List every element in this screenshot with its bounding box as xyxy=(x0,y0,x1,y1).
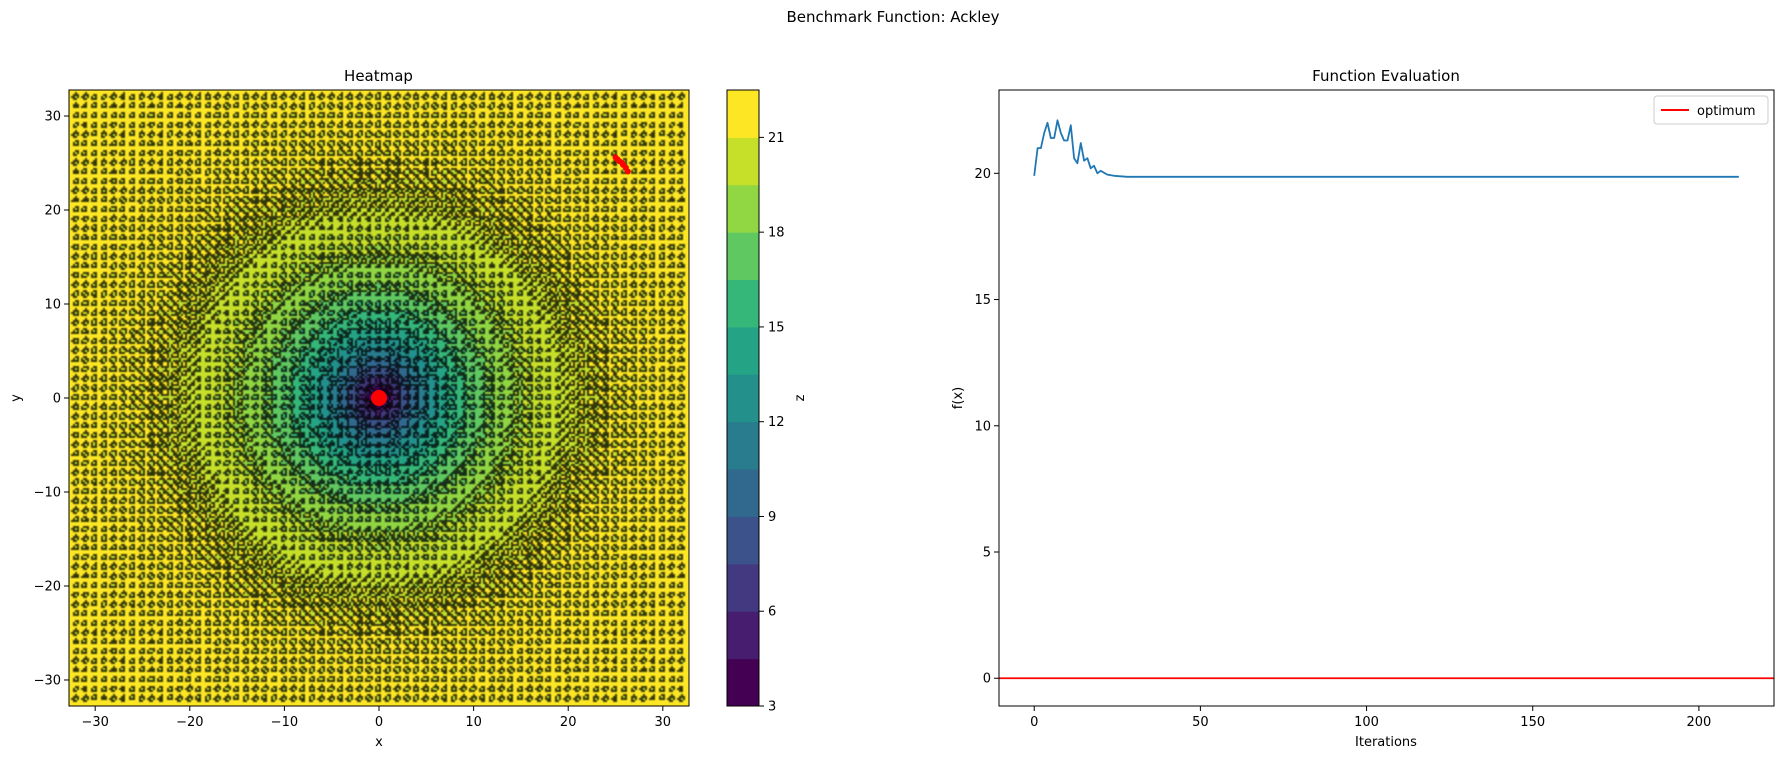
evaluation-xtick-label: 100 xyxy=(1354,715,1379,730)
colorbar-tick-label: 15 xyxy=(768,320,785,335)
colorbar-tick-label: 21 xyxy=(768,131,785,146)
heatmap-xtick-label: −10 xyxy=(271,715,298,730)
colorbar-band xyxy=(727,90,759,138)
heatmap-xtick-label: 0 xyxy=(375,715,383,730)
legend: optimum xyxy=(1653,95,1769,125)
legend-label-optimum: optimum xyxy=(1697,104,1755,119)
heatmap-title: Heatmap xyxy=(344,67,413,85)
evaluation-ytick-label: 20 xyxy=(974,167,991,182)
evaluation-ytick-label: 10 xyxy=(974,419,991,434)
evaluation-xtick-label: 0 xyxy=(1030,715,1038,730)
evaluation-panel: Function Evaluation 0 50 100 150 200 0 5 10 15 2… xyxy=(951,67,1775,750)
colorbar-band xyxy=(727,563,759,612)
evaluation-xlabel: Iterations xyxy=(1355,735,1417,750)
colorbar-band xyxy=(727,658,759,707)
search-path-point xyxy=(619,160,626,167)
evaluation-xtick-label: 150 xyxy=(1520,715,1545,730)
colorbar-band xyxy=(727,374,759,423)
heatmap-ytick-label: −30 xyxy=(34,673,61,688)
colorbar-tick-label: 6 xyxy=(768,605,776,620)
evaluation-ytick-label: 0 xyxy=(983,672,991,687)
heatmap-ylabel: y xyxy=(9,394,24,402)
heatmap-xtick-label: −20 xyxy=(176,715,203,730)
evaluation-title: Function Evaluation xyxy=(1312,67,1460,85)
colorbar-band xyxy=(727,232,759,281)
evaluation-xtick-label: 50 xyxy=(1192,715,1209,730)
colorbar-band xyxy=(727,137,759,186)
heatmap-ytick-label: 0 xyxy=(53,392,61,407)
colorbar-band xyxy=(727,421,759,470)
heatmap-xtick-label: 10 xyxy=(465,715,482,730)
optimum-marker xyxy=(371,390,387,406)
search-path-point xyxy=(624,168,631,175)
colorbar-label: z xyxy=(793,394,808,401)
heatmap-panel: Heatmap −30 −20 −10 0 10 20 30 −30 −20 −10 0 10 20 3… xyxy=(9,67,690,750)
heatmap-ytick-label: 20 xyxy=(44,204,61,219)
colorbar-band xyxy=(727,326,759,375)
heatmap-ytick-label: 30 xyxy=(44,110,61,125)
evaluation-frame xyxy=(998,89,1775,707)
colorbar-band xyxy=(727,279,759,328)
evaluation-ytick-label: 5 xyxy=(983,546,991,561)
heatmap-ytick-label: 10 xyxy=(44,298,61,313)
search-path-point xyxy=(614,156,621,163)
evaluation-xtick-label: 200 xyxy=(1686,715,1711,730)
colorbar: 3 6 9 12 15 18 21 z xyxy=(726,89,808,715)
heatmap-ytick-label: −20 xyxy=(34,579,61,594)
evaluation-ylabel: f(x) xyxy=(951,387,966,409)
colorbar-tick-label: 9 xyxy=(768,510,776,525)
colorbar-band xyxy=(727,184,759,233)
series-line-evaluation xyxy=(1033,119,1739,178)
heatmap-xlabel: x xyxy=(375,735,383,750)
heatmap-xtick-label: −30 xyxy=(81,715,108,730)
heatmap-xtick-label: 30 xyxy=(655,715,672,730)
figure-suptitle: Benchmark Function: Ackley xyxy=(786,8,999,26)
colorbar-tick-label: 18 xyxy=(768,226,785,241)
colorbar-band xyxy=(727,469,759,517)
colorbar-tick-label: 3 xyxy=(768,700,776,715)
heatmap-ytick-label: −10 xyxy=(34,485,61,500)
colorbar-tick-label: 12 xyxy=(768,415,785,430)
legend-box xyxy=(1653,95,1769,125)
colorbar-frame xyxy=(726,89,760,707)
heatmap-xtick-label: 20 xyxy=(560,715,577,730)
colorbar-band xyxy=(727,611,759,660)
evaluation-ytick-label: 15 xyxy=(974,293,991,308)
colorbar-band xyxy=(727,516,759,565)
